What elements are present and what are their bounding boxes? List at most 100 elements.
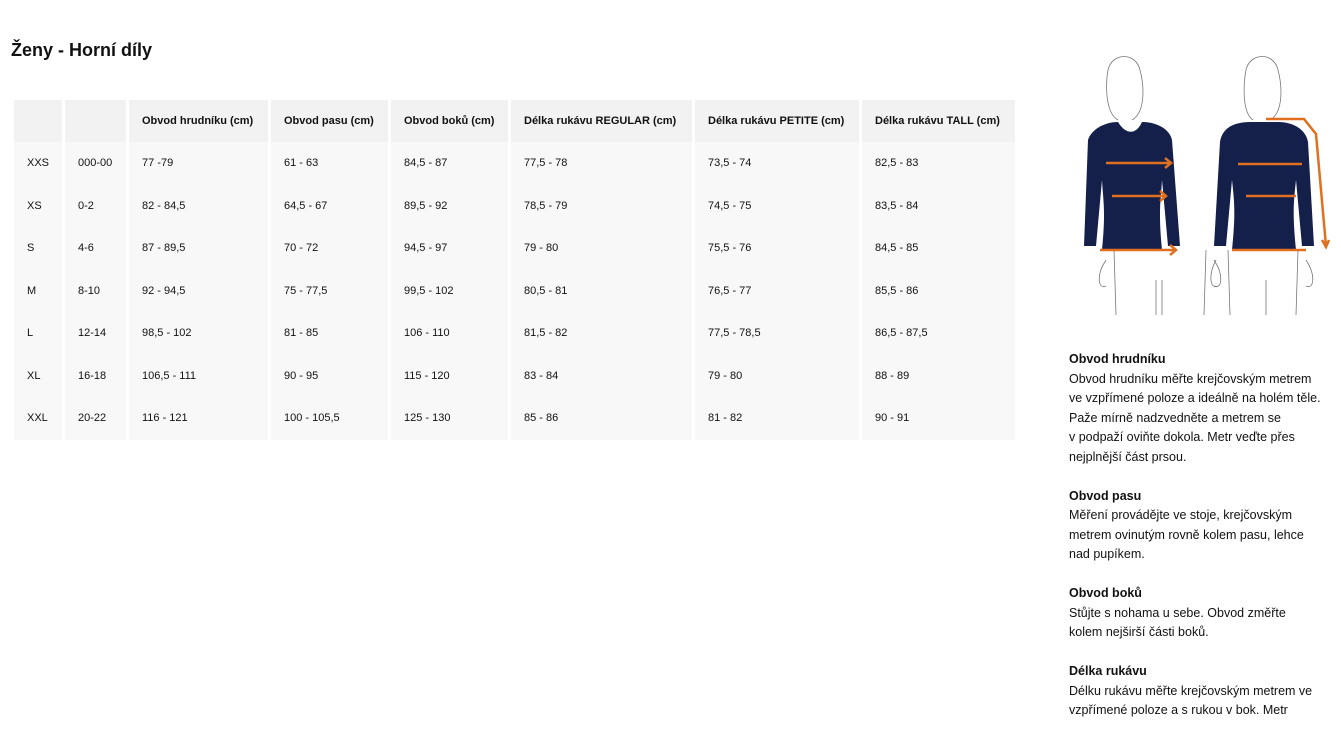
table-cell: 64,5 - 67 [271,184,388,227]
front-figure [1098,56,1222,315]
description-line: metrem ovinutým rovně kolem pasu, lehce [1069,527,1304,542]
table-cell: 85 - 86 [511,397,692,440]
description-line: nejplnější část prsou. [1069,449,1187,464]
table-cell: 115 - 120 [391,354,508,397]
table-cell: 70 - 72 [271,227,388,270]
table-cell: 78,5 - 79 [511,184,692,227]
table-cell: 4-6 [65,227,126,270]
table-cell: 98,5 - 102 [129,312,268,355]
description-section: Obvod hrudníku Obvod hrudníku měřte krejč… [1069,350,1334,467]
page-title: Ženy - Horní díly [11,40,153,60]
measurement-arrows [1100,117,1331,256]
column-header: Obvod boků (cm) [391,100,508,142]
column-header [65,100,126,142]
description-heading: Obvod boků [1069,586,1142,600]
table-cell: 16-18 [65,354,126,397]
description-section: Obvod pasu Měření provádějte ve stoje, kr… [1069,487,1334,565]
size-label: XXS [14,142,62,185]
table-cell: 80,5 - 81 [511,269,692,312]
table-row: M 8-10 92 - 94,5 75 - 77,5 99,5 - 102 80,5 - … [14,269,1015,312]
description-line: Obvod hrudníku měřte krejčovským metrem [1069,371,1312,386]
table-cell: 81 - 82 [695,397,859,440]
table-cell: 99,5 - 102 [391,269,508,312]
table-cell: 85,5 - 86 [862,269,1015,312]
column-header [14,100,62,142]
measurement-descriptions: Obvod hrudníku Obvod hrudníku měřte krejč… [1069,350,1334,740]
size-label: XS [14,184,62,227]
table-cell: 83 - 84 [511,354,692,397]
table-cell: 82 - 84,5 [129,184,268,227]
table-cell: 84,5 - 87 [391,142,508,185]
description-line: Měření provádějte ve stoje, krejčovským [1069,508,1293,522]
size-label: XL [14,354,62,397]
table-cell: 106 - 110 [391,312,508,355]
table-cell: 77,5 - 78 [511,142,692,185]
back-figure [1210,56,1314,315]
table-cell: 92 - 94,5 [129,269,268,312]
table-cell: 77 -79 [129,142,268,185]
table-cell: 000-00 [65,142,126,185]
table-cell: 106,5 - 111 [129,354,268,397]
table-row: S 4-6 87 - 89,5 70 - 72 94,5 - 97 79 - 80 75,5… [14,227,1015,270]
table-cell: 79 - 80 [511,227,692,270]
description-line: vzpřímené poloze a s rukou v bok. Metr [1069,703,1288,717]
description-line: nad pupíkem. [1069,547,1145,561]
size-table: Obvod hrudníku (cm) Obvod pasu (cm) Obvod … [11,100,1018,440]
measurement-figure [1084,56,1331,315]
front-shirt [1084,122,1180,250]
table-row: L 12-14 98,5 - 102 81 - 85 106 - 110 81,5 - 8… [14,312,1015,355]
description-line: ve vzpřímené poloze a ideálně na holém t… [1069,391,1321,405]
description-line: kolem nejširší části boků. [1069,625,1209,639]
size-label: M [14,269,62,312]
column-header: Délka rukávu REGULAR (cm) [511,100,692,142]
table-row: XXS 000-00 77 -79 61 - 63 84,5 - 87 77,5 - 78… [14,142,1015,185]
table-cell: 87 - 89,5 [129,227,268,270]
table-cell: 76,5 - 77 [695,269,859,312]
table-cell: 12-14 [65,312,126,355]
size-label: S [14,227,62,270]
description-line: Stůjte s nohama u sebe. Obvod změřte [1069,605,1286,620]
table-cell: 74,5 - 75 [695,184,859,227]
table-cell: 75,5 - 76 [695,227,859,270]
column-header: Obvod pasu (cm) [271,100,388,142]
description-line: v podpaží oviňte dokola. Metr veďte přes [1069,430,1295,444]
table-cell: 20-22 [65,397,126,440]
table-cell: 84,5 - 85 [862,227,1015,270]
table-cell: 125 - 130 [391,397,508,440]
table-cell: 86,5 - 87,5 [862,312,1015,355]
size-label: XXL [14,397,62,440]
table-cell: 100 - 105,5 [271,397,388,440]
table-cell: 94,5 - 97 [391,227,508,270]
description-section: Obvod boků Stůjte s nohama u sebe. Obvod … [1069,584,1334,643]
table-row: XL 16-18 106,5 - 111 90 - 95 115 - 120 83 - 8… [14,354,1015,397]
back-shirt [1214,122,1314,250]
table-cell: 82,5 - 83 [862,142,1015,185]
description-heading: Obvod pasu [1069,488,1142,503]
table-cell: 116 - 121 [129,397,268,440]
description-line: Délku rukávu měřte krejčovským metrem ve [1069,683,1313,698]
description-heading: Obvod hrudníku [1069,352,1166,366]
table-cell: 75 - 77,5 [271,269,388,312]
table-cell: 79 - 80 [695,354,859,397]
column-header: Délka rukávu PETITE (cm) [695,100,859,142]
table-cell: 88 - 89 [862,354,1015,397]
table-cell: 81 - 85 [271,312,388,355]
table-cell: 83,5 - 84 [862,184,1015,227]
table-cell: 77,5 - 78,5 [695,312,859,355]
table-cell: 90 - 91 [862,397,1015,440]
table-row: XS 0-2 82 - 84,5 64,5 - 67 89,5 - 92 78,5 - 7… [14,184,1015,227]
column-header: Obvod hrudníku (cm) [129,100,268,142]
table-cell: 89,5 - 92 [391,184,508,227]
description-heading: Délka rukávu [1069,664,1147,678]
table-cell: 8-10 [65,269,126,312]
table-cell: 73,5 - 74 [695,142,859,185]
table-cell: 61 - 63 [271,142,388,185]
description-line: Paže mírně nadzvedněte a metrem se [1069,410,1281,425]
table-cell: 0-2 [65,184,126,227]
table-cell: 90 - 95 [271,354,388,397]
column-header: Délka rukávu TALL (cm) [862,100,1015,142]
size-label: L [14,312,62,355]
description-section: Délka rukávu Délku rukávu měřte krejčovsk… [1069,662,1334,721]
table-row: XXL 20-22 116 - 121 100 - 105,5 125 - 130 85 … [14,397,1015,440]
table-cell: 81,5 - 82 [511,312,692,355]
